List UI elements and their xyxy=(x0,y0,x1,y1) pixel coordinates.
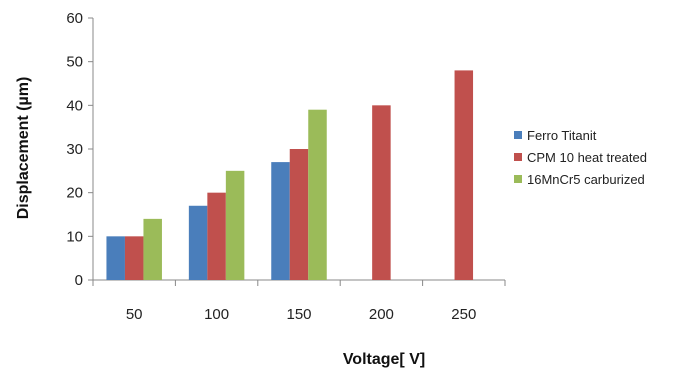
bar-cpm-10-heat-treated-100 xyxy=(207,192,226,280)
x-tick-label: 100 xyxy=(204,306,229,323)
bar-cpm-10-heat-treated-200 xyxy=(372,105,391,280)
legend-swatch xyxy=(514,153,522,161)
bar-ferro-titanit-150 xyxy=(271,162,290,280)
y-tick-label: 0 xyxy=(75,272,83,289)
bar-16mncr5-carburized-150 xyxy=(308,109,327,280)
legend-label: 16MnCr5 carburized xyxy=(527,172,645,187)
legend-swatch xyxy=(514,131,522,139)
bar-16mncr5-carburized-50 xyxy=(143,218,162,280)
x-axis-title: Voltage[ V] xyxy=(343,351,425,368)
y-axis-title: Displacement (µm) xyxy=(15,77,32,220)
bar-cpm-10-heat-treated-150 xyxy=(289,149,309,280)
y-tick-label: 50 xyxy=(66,54,83,71)
legend-swatch xyxy=(514,175,522,183)
bar-ferro-titanit-100 xyxy=(188,205,208,280)
legend: Ferro Titanit CPM 10 heat treated 16MnCr5 … xyxy=(514,128,647,187)
y-tick-label: 10 xyxy=(66,228,83,245)
x-axis: 50 100 150 200 250 xyxy=(92,279,506,323)
y-axis: 0 10 20 30 40 50 60 xyxy=(66,10,94,289)
legend-label: Ferro Titanit xyxy=(527,128,597,143)
legend-label: CPM 10 heat treated xyxy=(527,150,647,165)
bar-16mncr5-carburized-100 xyxy=(225,170,245,280)
x-tick-label: 150 xyxy=(286,306,311,323)
y-tick-label: 20 xyxy=(66,185,83,202)
bar-ferro-titanit-50 xyxy=(106,236,125,280)
y-tick-label: 40 xyxy=(66,97,83,114)
x-tick-label: 50 xyxy=(126,306,143,323)
y-tick-label: 60 xyxy=(66,10,83,27)
x-tick-label: 200 xyxy=(369,306,394,323)
y-tick-label: 30 xyxy=(66,141,83,158)
bars xyxy=(106,70,474,281)
x-tick-label: 250 xyxy=(451,306,476,323)
bar-cpm-10-heat-treated-250 xyxy=(454,70,474,281)
bar-cpm-10-heat-treated-50 xyxy=(124,236,144,280)
